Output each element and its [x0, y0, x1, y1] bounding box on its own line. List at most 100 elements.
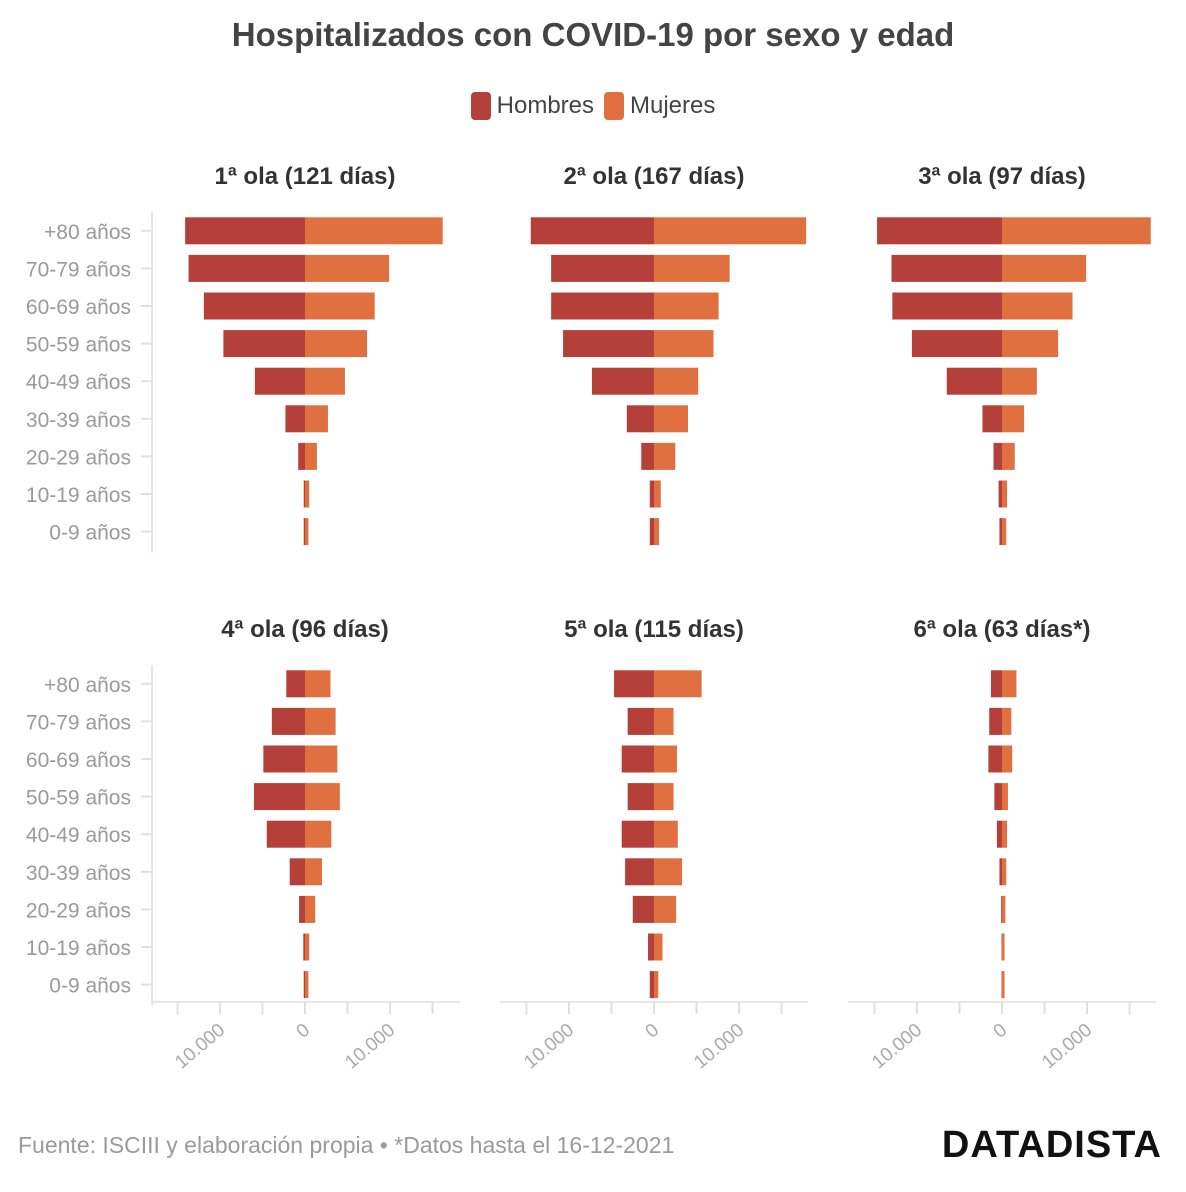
bar-mujeres — [654, 933, 663, 961]
bar-hombres — [649, 518, 654, 546]
legend-swatch-mujeres — [604, 92, 624, 120]
bar-mujeres — [1002, 820, 1008, 848]
bar-hombres — [271, 707, 305, 735]
chart-title: Hospitalizados con COVID-19 por sexo y e… — [231, 16, 955, 53]
y-tick-label: 40-49 años — [26, 824, 131, 847]
bar-mujeres — [654, 518, 660, 546]
bar-mujeres — [654, 367, 699, 395]
bar-mujeres — [1002, 707, 1012, 735]
bar-mujeres — [654, 858, 683, 886]
legend-item-hombres: Hombres — [470, 92, 594, 120]
y-tick-label: +80 años — [44, 221, 131, 244]
y-tick-label: 70-79 años — [26, 711, 131, 734]
bar-hombres — [990, 670, 1002, 698]
legend-label-mujeres: Mujeres — [630, 92, 716, 119]
bar-mujeres — [305, 518, 309, 546]
bar-hombres — [203, 292, 305, 320]
y-tick-label: 30-39 años — [26, 409, 131, 432]
bar-mujeres — [305, 670, 331, 698]
bar-hombres — [266, 820, 305, 848]
y-tick-label: 50-59 años — [26, 787, 131, 810]
bar-hombres — [530, 217, 654, 245]
bar-hombres — [551, 254, 654, 282]
bar-hombres — [649, 971, 654, 999]
bar-mujeres — [1002, 783, 1008, 811]
bar-hombres — [185, 217, 305, 245]
legend-label-hombres: Hombres — [496, 92, 594, 119]
bar-hombres — [188, 254, 305, 282]
x-tick-label: 10.000 — [520, 1020, 578, 1073]
bar-mujeres — [305, 895, 316, 923]
bar-hombres — [621, 820, 654, 848]
bar-hombres — [891, 254, 1002, 282]
y-tick-label: 20-29 años — [26, 446, 131, 469]
bar-hombres — [563, 330, 654, 358]
bar-hombres — [254, 367, 305, 395]
y-tick-label: 50-59 años — [26, 334, 131, 357]
x-tick-label: 0 — [642, 1020, 664, 1043]
bar-mujeres — [654, 217, 807, 245]
bar-mujeres — [305, 933, 310, 961]
bar-hombres — [621, 745, 654, 773]
bar-hombres — [625, 858, 654, 886]
x-tick-label: 10.000 — [171, 1020, 229, 1073]
y-tick-label: 70-79 años — [26, 258, 131, 281]
bar-mujeres — [1002, 292, 1073, 320]
x-tick-label: 0 — [990, 1020, 1012, 1043]
y-tick-label: 10-19 años — [26, 484, 131, 507]
legend-item-mujeres: Mujeres — [604, 92, 715, 120]
bar-hombres — [303, 971, 305, 999]
bar-hombres — [285, 405, 305, 433]
bar-hombres — [1001, 895, 1003, 923]
bar-hombres — [614, 670, 654, 698]
bar-hombres — [303, 518, 305, 546]
legend-swatch-hombres — [470, 92, 491, 120]
bar-mujeres — [1002, 971, 1005, 999]
bar-hombres — [999, 858, 1002, 886]
bar-mujeres — [305, 858, 322, 886]
y-tick-label: 60-69 años — [26, 296, 131, 319]
bar-mujeres — [1002, 480, 1008, 508]
panel-title: 3ª ola (97 días) — [918, 163, 1086, 190]
bar-mujeres — [654, 330, 714, 358]
x-tick-label: 10.000 — [1038, 1020, 1096, 1073]
bar-hombres — [998, 480, 1002, 508]
bar-mujeres — [305, 783, 340, 811]
bar-mujeres — [1002, 670, 1017, 698]
bar-hombres — [263, 745, 305, 773]
x-tick-label: 10.000 — [341, 1020, 399, 1073]
bar-mujeres — [654, 707, 674, 735]
bar-hombres — [286, 670, 305, 698]
bar-hombres — [627, 783, 654, 811]
bar-hombres — [289, 858, 305, 886]
bar-mujeres — [654, 254, 730, 282]
bar-hombres — [223, 330, 305, 358]
bar-hombres — [641, 442, 654, 470]
y-tick-label: 60-69 años — [26, 749, 131, 772]
bar-mujeres — [654, 971, 659, 999]
bar-mujeres — [305, 405, 328, 433]
bar-mujeres — [305, 480, 310, 508]
bar-hombres — [999, 518, 1002, 546]
bar-mujeres — [305, 330, 368, 358]
bar-hombres — [648, 933, 654, 961]
bar-mujeres — [1002, 895, 1006, 923]
bar-hombres — [994, 783, 1002, 811]
bar-mujeres — [305, 217, 443, 245]
y-tick-label: +80 años — [44, 674, 131, 697]
panel-title: 2ª ola (167 días) — [564, 163, 745, 190]
bar-hombres — [996, 820, 1002, 848]
bar-mujeres — [654, 745, 677, 773]
panel-title: 4ª ola (96 días) — [221, 616, 389, 643]
y-tick-label: 40-49 años — [26, 371, 131, 394]
bar-mujeres — [305, 745, 338, 773]
bar-mujeres — [1002, 745, 1013, 773]
bar-hombres — [627, 707, 654, 735]
y-tick-label: 30-39 años — [26, 862, 131, 885]
bar-hombres — [988, 745, 1002, 773]
bar-mujeres — [305, 367, 345, 395]
bar-mujeres — [1002, 217, 1151, 245]
bar-hombres — [299, 895, 305, 923]
panel-title: 5ª ola (115 días) — [564, 616, 744, 643]
bar-mujeres — [654, 670, 702, 698]
